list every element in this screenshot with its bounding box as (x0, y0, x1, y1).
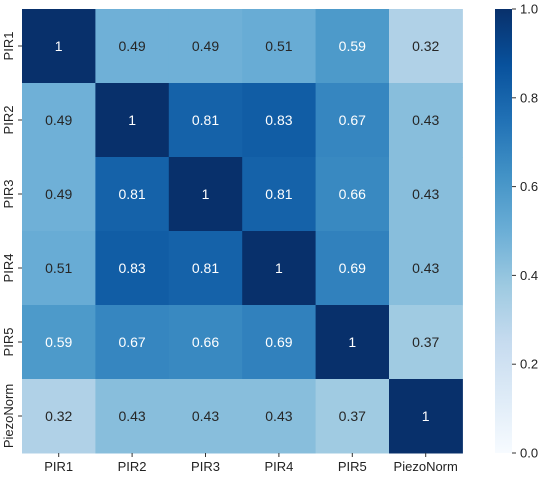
colorbar-tick-label: 0.4 (520, 268, 538, 283)
cell-value-label: 0.66 (339, 186, 366, 202)
heatmap-cell (168, 9, 243, 84)
colorbar-tick-label: 0.2 (520, 357, 538, 372)
heatmap-cell (22, 83, 96, 158)
colorbar-tick-label: 0.6 (520, 179, 538, 194)
cell-value-label: 0.51 (45, 260, 72, 276)
heatmap-cell (95, 379, 170, 454)
heatmap-cell (315, 305, 390, 380)
cell-value-label: 1 (55, 38, 63, 54)
y-tick-label: PIR3 (1, 180, 16, 209)
heatmap-cell (95, 157, 170, 232)
cell-value-label: 0.32 (45, 408, 72, 424)
cell-value-label: 0.59 (45, 334, 72, 350)
cell-value-label: 0.32 (412, 38, 439, 54)
cell-value-label: 0.66 (192, 334, 219, 350)
heatmap-cell (315, 379, 390, 454)
heatmap-cell (315, 83, 390, 158)
cell-value-label: 1 (348, 334, 356, 350)
heatmap-cell (168, 379, 243, 454)
cell-value-label: 0.81 (265, 186, 292, 202)
cell-value-label: 0.81 (118, 186, 145, 202)
y-tick-label: PIR5 (1, 328, 16, 357)
colorbar-gradient (495, 9, 512, 453)
heatmap-cell (242, 83, 317, 158)
colorbar-tick-label: 0.8 (520, 90, 538, 105)
cell-value-label: 0.49 (45, 186, 72, 202)
x-tick-label: PiezoNorm (394, 459, 458, 474)
cell-value-label: 0.43 (412, 112, 439, 128)
x-tick-label: PIR1 (44, 459, 73, 474)
colorbar-tick-label: 1.0 (520, 2, 538, 17)
heatmap-cell (242, 157, 317, 232)
cell-value-label: 0.43 (192, 408, 219, 424)
heatmap-cell (242, 305, 317, 380)
heatmap-cell (95, 9, 170, 84)
heatmap-cell (389, 305, 463, 380)
cell-value-label: 0.49 (118, 38, 145, 54)
cell-value-label: 0.81 (192, 260, 219, 276)
heatmap-cell (95, 83, 170, 158)
cell-value-label: 0.59 (339, 38, 366, 54)
heatmap-cell (22, 9, 96, 84)
cell-value-label: 0.43 (412, 186, 439, 202)
cell-value-label: 1 (275, 260, 283, 276)
colorbar-tick-label: 0.0 (520, 446, 538, 461)
y-tick-label: PIR2 (1, 106, 16, 135)
heatmap-cell (95, 231, 170, 306)
cell-value-label: 0.69 (265, 334, 292, 350)
heatmap-cell (168, 83, 243, 158)
heatmap-cell (22, 305, 96, 380)
cell-value-label: 0.43 (118, 408, 145, 424)
heatmap-cells: 1 0.49 0.49 0.51 0.59 0.32 0.49 1 0.81 0.83 0.67 0.… (22, 9, 463, 454)
heatmap-cell (315, 9, 390, 84)
x-axis-tick-labels: PIR1 PIR2 PIR3 PIR4 PIR5 PiezoNorm (44, 453, 458, 474)
cell-value-label: 1 (128, 112, 136, 128)
heatmap-cell (315, 157, 390, 232)
heatmap-cell (389, 231, 463, 306)
cell-value-label: 0.43 (265, 408, 292, 424)
cell-value-label: 0.37 (412, 334, 439, 350)
cell-value-label: 0.83 (265, 112, 292, 128)
heatmap-cell (389, 83, 463, 158)
x-tick-label: PIR5 (338, 459, 367, 474)
heatmap-cell (168, 157, 243, 232)
cell-value-label: 0.49 (45, 112, 72, 128)
cell-value-label: 0.67 (118, 334, 145, 350)
cell-value-label: 1 (422, 408, 430, 424)
y-tick-label: PIR1 (1, 32, 16, 61)
heatmap-cell (22, 379, 96, 454)
x-tick-label: PIR4 (264, 459, 293, 474)
cell-value-label: 0.83 (118, 260, 145, 276)
cell-value-label: 0.43 (412, 260, 439, 276)
heatmap-cell (95, 305, 170, 380)
heatmap-cell (389, 157, 463, 232)
colorbar: 0.0 0.2 0.4 0.6 0.8 1.0 (495, 2, 538, 461)
cell-value-label: 0.69 (339, 260, 366, 276)
heatmap-cell (315, 231, 390, 306)
cell-value-label: 0.51 (265, 38, 292, 54)
heatmap-cell (22, 157, 96, 232)
heatmap-cell (168, 231, 243, 306)
heatmap-cell (22, 231, 96, 306)
heatmap-cell (242, 231, 317, 306)
heatmap-cell (389, 9, 463, 84)
cell-value-label: 0.49 (192, 38, 219, 54)
y-tick-label: PIR4 (1, 254, 16, 283)
y-tick-label: PiezoNorm (1, 384, 16, 448)
cell-value-label: 0.37 (339, 408, 366, 424)
y-axis-tick-labels: PIR1 PIR2 PIR3 PIR4 PIR5 PiezoNorm (1, 32, 22, 448)
cell-value-label: 0.67 (339, 112, 366, 128)
heatmap-cell (389, 379, 463, 454)
heatmap-cell (242, 379, 317, 454)
cell-value-label: 0.81 (192, 112, 219, 128)
heatmap-cell (242, 9, 317, 84)
x-tick-label: PIR2 (118, 459, 147, 474)
cell-value-label: 1 (202, 186, 210, 202)
x-tick-label: PIR3 (191, 459, 220, 474)
heatmap-cell (168, 305, 243, 380)
